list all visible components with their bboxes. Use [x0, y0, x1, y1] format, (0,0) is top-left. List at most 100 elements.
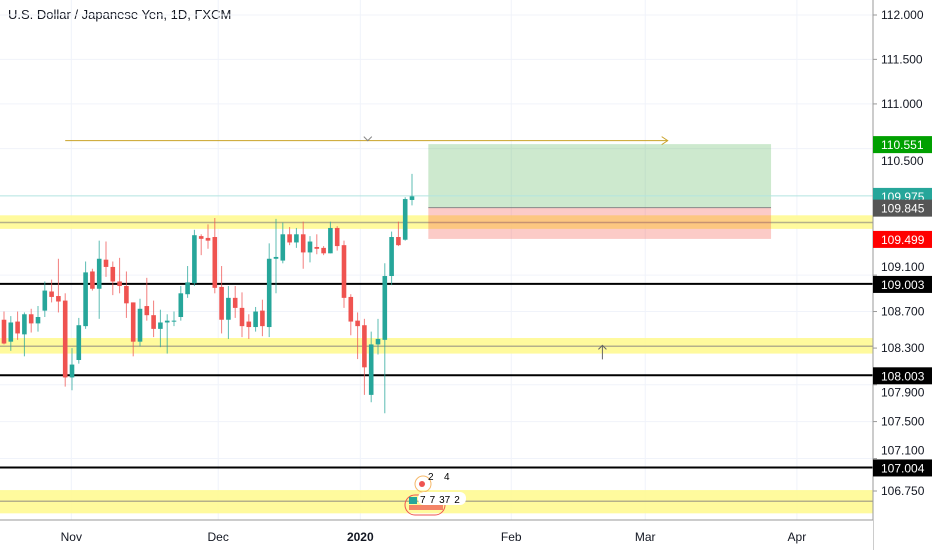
event-label-bg: [418, 492, 466, 505]
candle-down: [56, 296, 61, 302]
candle-up: [402, 199, 408, 240]
long-position-profit-zone: [428, 144, 772, 208]
level-price-label: 107.004: [881, 461, 925, 475]
target-price-badge: [873, 136, 932, 154]
price-tick-label: 109.100: [881, 260, 925, 274]
up-arrow-icon: [598, 344, 607, 360]
long-position-loss-zone: [428, 207, 772, 239]
calendar-icon: [409, 497, 417, 504]
price-tick-label: 108.300: [881, 341, 925, 355]
entry-price-badge: [873, 199, 932, 217]
stop-price-badge: [873, 230, 932, 248]
candle-up: [273, 256, 279, 259]
candle-down: [212, 237, 218, 288]
entry-price-label: 109.845: [881, 202, 925, 216]
candle-up: [178, 293, 184, 318]
level-price-badge: [873, 367, 932, 385]
event-count: 7: [420, 495, 426, 506]
candle-down: [300, 234, 306, 253]
price-axis: [873, 0, 932, 550]
time-axis: [0, 520, 873, 550]
price-tick-label: 112.000: [881, 8, 924, 22]
candle-down: [341, 245, 347, 298]
candle-up: [389, 237, 394, 277]
economic-events: 2 47 7 37 2: [404, 472, 466, 516]
price-tick-label: 107.100: [881, 443, 925, 457]
level-price-label: 109.003: [881, 278, 925, 292]
time-tick-label: Dec: [208, 530, 229, 544]
candle-down: [334, 227, 340, 247]
candles: [1, 173, 415, 414]
target-price-label: 110.551: [881, 138, 924, 152]
candle-up: [171, 320, 177, 322]
level-price-label: 108.003: [881, 369, 925, 383]
level-price-badge: [873, 275, 932, 293]
candle-down: [103, 259, 109, 267]
candle-up: [96, 258, 102, 289]
candle-down: [49, 291, 54, 297]
candle-up: [185, 282, 190, 295]
candle-down: [396, 237, 401, 246]
event-flag-icon: [419, 481, 425, 487]
candle-down: [28, 314, 34, 324]
candle-down: [287, 234, 292, 243]
candle-down: [1, 319, 7, 344]
candle-up: [409, 196, 415, 200]
candle-up: [368, 344, 374, 395]
candle-up: [76, 325, 82, 360]
candle-up: [294, 234, 299, 243]
candle-up: [35, 317, 41, 324]
candle-down: [130, 302, 136, 342]
candle-down: [232, 297, 238, 308]
candle-up: [69, 364, 75, 378]
candle-down: [205, 237, 211, 241]
price-tick-label: 110.500: [881, 154, 924, 168]
candle-up: [307, 241, 313, 253]
time-tick-label: Apr: [788, 530, 807, 544]
time-tick-label: Nov: [61, 530, 82, 544]
candle-up: [158, 322, 163, 329]
candle-down: [151, 315, 156, 329]
price-tick-label: 107.900: [881, 385, 925, 399]
candle-up: [164, 320, 170, 323]
candle-down: [117, 281, 122, 287]
candle-up: [266, 258, 272, 328]
level-price-badge: [873, 459, 932, 477]
candle-down: [260, 310, 265, 327]
event-count: 37: [439, 495, 451, 506]
candle-down: [239, 307, 245, 327]
stop-price-label: 109.499: [881, 233, 925, 247]
price-tick-label: 111.500: [881, 52, 923, 66]
candle-down: [144, 306, 150, 316]
candle-up: [192, 235, 197, 284]
event-count: 4: [444, 472, 450, 483]
candle-up: [382, 276, 388, 340]
candle-down: [90, 271, 95, 289]
price-tick-label: 111.000: [881, 97, 923, 111]
event-count: 2: [428, 472, 434, 483]
candle-down: [246, 321, 252, 328]
candle-up: [328, 227, 333, 254]
candle-down: [198, 236, 204, 239]
candle-up: [8, 322, 14, 342]
time-tick-label: 2020: [347, 530, 374, 544]
candle-up: [137, 308, 143, 342]
ray-marker-icon: [363, 136, 373, 142]
candle-up: [375, 338, 381, 345]
event-icon: [414, 475, 432, 493]
candle-down: [314, 246, 320, 249]
time-tick-label: Mar: [635, 530, 656, 544]
event-bar: [409, 505, 443, 510]
price-tick-label: 107.500: [881, 415, 925, 429]
candle-up: [83, 272, 88, 327]
candle-up: [22, 314, 27, 335]
candle-down: [124, 286, 129, 304]
candle-up: [280, 234, 286, 261]
candle-down: [362, 325, 367, 368]
price-tick-label: 108.700: [881, 305, 925, 319]
candle-down: [62, 300, 68, 378]
candle-up: [42, 290, 48, 311]
candle-down: [348, 296, 354, 322]
candle-up: [226, 297, 231, 320]
